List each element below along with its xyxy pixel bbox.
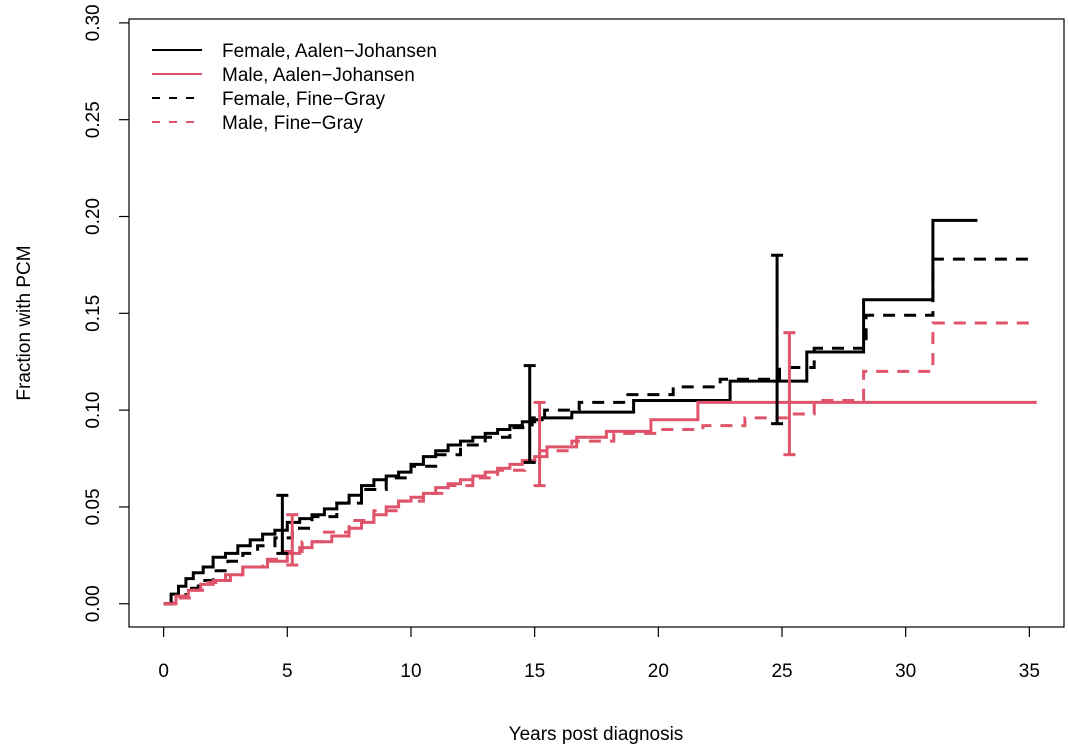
chart-marks xyxy=(163,218,1037,606)
plot-frame xyxy=(128,18,1065,628)
error-bar xyxy=(771,253,784,426)
y-tick-label: 0.30 xyxy=(83,4,104,41)
error-bar xyxy=(286,513,299,567)
y-axis: 0.00 0.05 0.10 0.15 0.20 0.25 0.30 xyxy=(83,4,129,622)
legend-label: Male, Aalen−Johansen xyxy=(222,65,415,86)
series-line-2 xyxy=(163,400,1037,606)
legend-label: Female, Fine−Gray xyxy=(222,89,386,110)
x-axis-title: Years post diagnosis xyxy=(509,724,684,745)
y-tick-label: 0.25 xyxy=(83,101,104,138)
legend-label: Female, Aalen−Johansen xyxy=(222,41,437,62)
x-tick-label: 10 xyxy=(400,661,421,682)
x-tick-label: 30 xyxy=(895,661,916,682)
legend-label: Male, Fine−Gray xyxy=(222,113,363,134)
legend: Female, Aalen−Johansen Male, Aalen−Johans… xyxy=(152,41,437,134)
error-bar xyxy=(783,331,796,457)
y-tick-label: 0.15 xyxy=(83,295,104,332)
x-tick-label: 15 xyxy=(524,661,545,682)
x-tick-label: 5 xyxy=(282,661,293,682)
y-tick-label: 0.00 xyxy=(83,585,104,622)
error-bar xyxy=(533,400,546,488)
error-bar xyxy=(276,493,289,555)
series-line-3 xyxy=(163,257,1037,606)
x-tick-label: 20 xyxy=(648,661,669,682)
y-tick-label: 0.20 xyxy=(83,198,104,235)
y-tick-label: 0.10 xyxy=(83,392,104,429)
series-line-4 xyxy=(163,321,1037,606)
x-axis: 0 5 10 15 20 25 30 35 xyxy=(158,627,1040,682)
x-tick-label: 25 xyxy=(771,661,792,682)
error-bar xyxy=(523,364,536,464)
series-line-1 xyxy=(163,218,978,606)
x-tick-label: 35 xyxy=(1019,661,1040,682)
y-axis-title: Fraction with PCM xyxy=(14,245,35,400)
x-tick-label: 0 xyxy=(158,661,169,682)
y-tick-label: 0.05 xyxy=(83,488,104,525)
